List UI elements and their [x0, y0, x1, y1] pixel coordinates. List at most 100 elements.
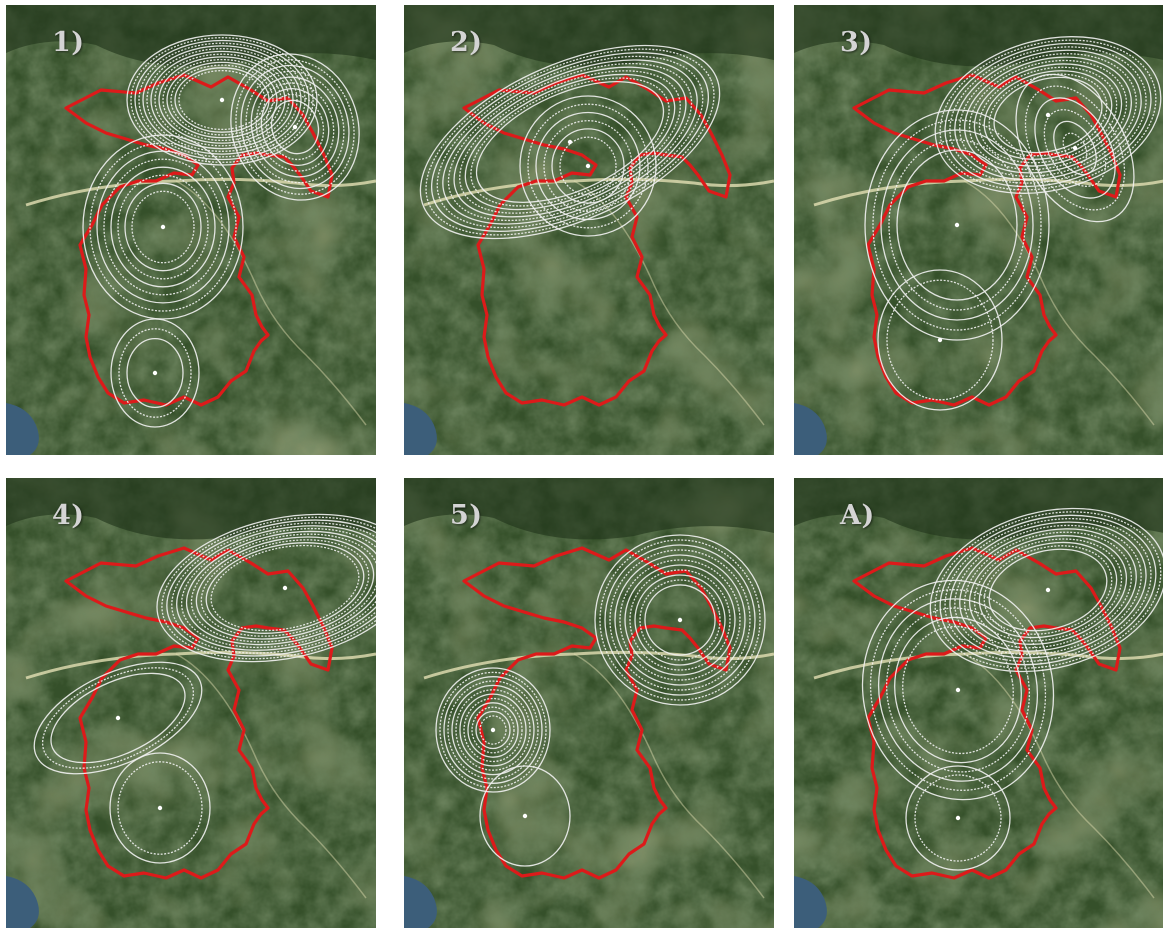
density-contour-line	[934, 36, 1162, 194]
density-peak-point	[282, 585, 288, 591]
density-contour-line	[235, 59, 355, 195]
density-contour-line	[475, 81, 665, 203]
lake-shape	[6, 403, 39, 455]
lake-shape	[794, 403, 827, 455]
density-contour-line	[861, 579, 1055, 801]
density-peak-point	[954, 222, 960, 228]
density-contour-line	[914, 774, 1002, 862]
density-contour-line	[644, 584, 716, 656]
dark-forest-ridge	[6, 478, 376, 540]
satellite-map-svg	[404, 5, 774, 455]
density-contour-line	[205, 542, 365, 634]
density-contour-line	[131, 190, 195, 264]
panel-label-a: A)	[840, 500, 875, 531]
density-contour-line	[451, 684, 535, 776]
density-contour-line	[973, 538, 1123, 642]
density-contour-line	[983, 545, 1113, 635]
forest-texture	[794, 478, 1163, 928]
density-contour-line	[634, 574, 726, 666]
density-contour-line	[479, 765, 571, 867]
density-contour-line	[543, 120, 633, 212]
density-contour-line	[435, 667, 551, 793]
density-contour-line	[96, 150, 230, 304]
density-contour-line	[161, 516, 376, 660]
density-contour-line	[467, 702, 519, 758]
panel-label-4: 4)	[52, 500, 85, 531]
density-contour-line	[270, 99, 320, 155]
density-contour-line	[464, 73, 676, 211]
forest-texture	[404, 478, 774, 928]
density-peak-point	[490, 727, 496, 733]
density-contour-line	[872, 119, 1042, 331]
density-contour-line	[978, 541, 1118, 639]
density-contour-line	[479, 715, 507, 745]
density-contour-line	[117, 761, 203, 855]
valley-road	[813, 177, 1163, 207]
density-contour-line	[929, 507, 1163, 673]
density-contour-line	[171, 522, 376, 654]
density-contour-line	[470, 77, 670, 207]
density-contour-line	[869, 589, 1047, 791]
density-contour-line	[609, 549, 751, 691]
density-contour-line	[964, 56, 1132, 174]
map-panel-3: 3)	[794, 5, 1163, 455]
density-contour-line	[1053, 120, 1097, 176]
satellite-map-svg	[794, 5, 1163, 455]
density-contour-line	[993, 76, 1103, 154]
density-peak-point	[955, 815, 961, 821]
density-contour-line	[1062, 132, 1088, 164]
density-contour-line	[885, 607, 1031, 773]
forest-texture	[794, 5, 1163, 455]
study-area-boundary	[462, 73, 732, 407]
density-contour-line	[180, 527, 376, 649]
study-area-boundary	[64, 73, 334, 407]
density-contour-line	[594, 534, 766, 706]
density-contour-line	[109, 752, 211, 864]
density-contour-line	[178, 69, 266, 131]
density-contour-line	[1015, 73, 1135, 223]
density-contour-line	[443, 676, 543, 784]
density-peak-point	[160, 224, 166, 230]
density-contours	[864, 36, 1162, 411]
map-panel-a: A)	[794, 478, 1163, 928]
density-contour-line	[170, 64, 274, 136]
density-peak-point	[152, 370, 158, 376]
density-contours	[861, 507, 1163, 871]
density-contour-line	[162, 58, 282, 142]
density-contour-line	[430, 52, 710, 232]
density-contour-line	[1043, 109, 1107, 187]
satellite-map-svg	[404, 478, 774, 928]
density-contour-line	[158, 56, 286, 144]
study-area-boundary	[462, 546, 732, 880]
density-contour-line	[475, 710, 511, 750]
density-peak-point	[955, 687, 961, 693]
density-peak-point	[1072, 145, 1078, 151]
density-contour-line	[944, 517, 1152, 663]
density-contour-line	[453, 66, 687, 218]
density-contour-line	[126, 337, 184, 409]
density-contour-line	[118, 328, 192, 418]
forest-texture	[404, 5, 774, 455]
density-contour-line	[599, 539, 761, 701]
map-panel-2: 2)	[404, 5, 774, 455]
density-contour-line	[877, 598, 1039, 782]
density-contour-line	[89, 142, 237, 312]
density-contour-line	[1034, 97, 1116, 199]
density-contour-line	[959, 53, 1137, 177]
density-contour-line	[230, 53, 360, 201]
map-panel-1: 1)	[6, 5, 376, 455]
density-contour-line	[639, 579, 721, 661]
density-contours	[435, 534, 766, 867]
dark-forest-ridge	[794, 478, 1163, 540]
satellite-map-svg	[6, 478, 376, 928]
density-contour-line	[964, 531, 1132, 649]
density-contour-line	[142, 45, 302, 155]
density-contour-line	[527, 103, 649, 229]
density-contour-line	[138, 42, 306, 158]
density-contour-line	[82, 134, 244, 320]
density-contour-line	[551, 128, 625, 204]
density-contour-line	[130, 37, 314, 163]
study-area-boundary	[852, 73, 1122, 407]
density-contour-line	[176, 525, 376, 651]
